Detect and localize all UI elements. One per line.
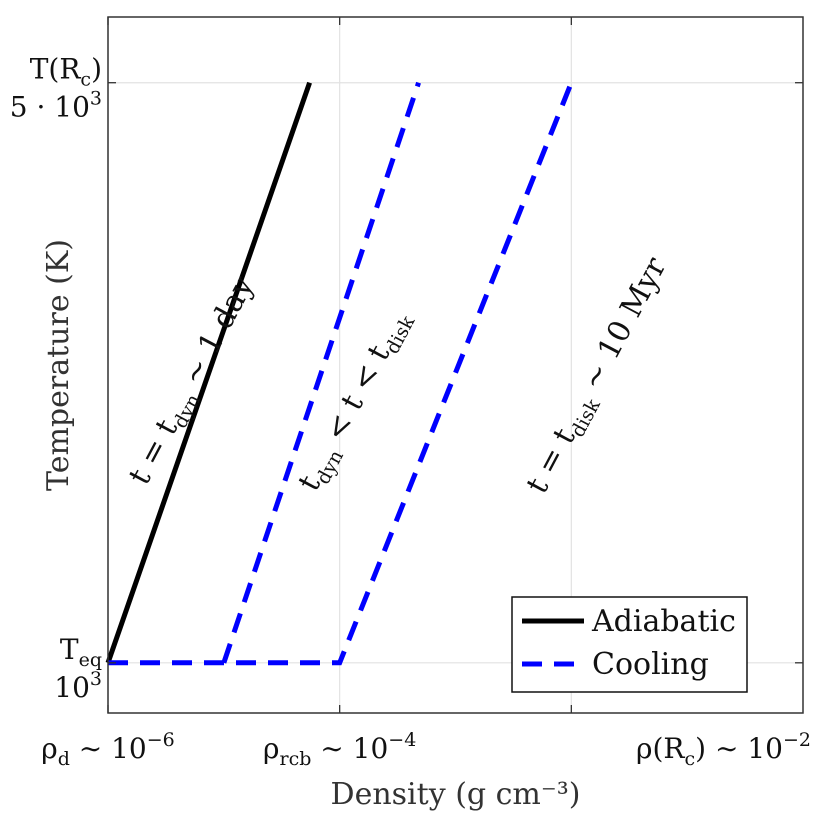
legend-box (511, 596, 748, 693)
legend: Adiabatic Cooling (511, 596, 748, 693)
annotation-t-dyn: t = tdyn ∼ 1 day (122, 271, 265, 493)
series-cooling-branch (221, 81, 421, 664)
x-tick-label: ρ(Rc) ∼ 10−2 (636, 729, 811, 770)
series-cooling (108, 81, 574, 666)
series-layer (105, 81, 574, 666)
y-tick-label-top: T(Rc) (30, 53, 102, 91)
legend-label-adiabatic: Adiabatic (591, 604, 736, 639)
plot-frame (107, 16, 804, 714)
x-axis-title: Density (g cm⁻³) (331, 777, 581, 812)
x-tick-labels: ρd ∼ 10−6 ρrcb ∼ 10−4 ρ(Rc) ∼ 10−2 (41, 729, 811, 770)
tick-marks (107, 17, 803, 713)
legend-label-cooling: Cooling (592, 647, 709, 682)
series-adiabatic (105, 81, 312, 664)
y-tick-label-bottom: 5 · 103 (10, 88, 102, 124)
y-tick-label-bottom: 103 (54, 668, 102, 704)
y-tick-label-top: Teq (60, 633, 102, 671)
annotation-t-disk: t = tdisk ∼ 10 Myr (520, 251, 678, 501)
x-tick-label: ρd ∼ 10−6 (41, 729, 175, 770)
x-tick-label: ρrcb ∼ 10−4 (263, 729, 416, 770)
y-axis-title: Temperature (K) (41, 239, 76, 491)
